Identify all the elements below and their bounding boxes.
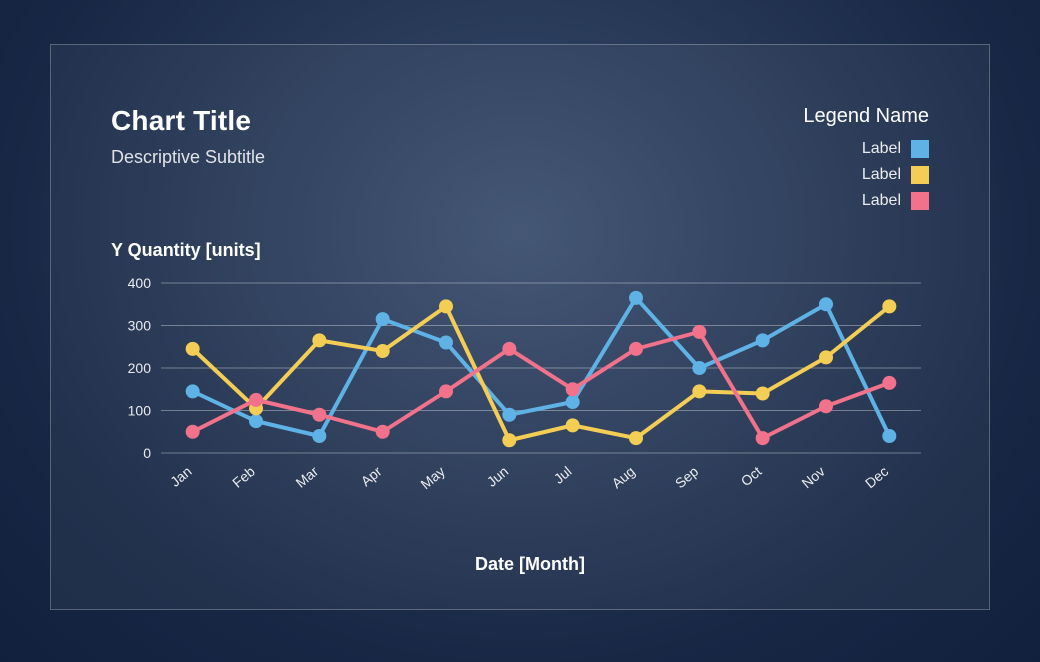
x-tick-label: Jun	[484, 463, 512, 490]
page-background: Chart Title Descriptive Subtitle Legend …	[0, 0, 1040, 662]
series-marker	[249, 414, 263, 428]
series-marker	[566, 382, 580, 396]
x-tick-label: Oct	[738, 463, 765, 489]
x-tick-label: Sep	[672, 463, 702, 491]
y-tick-label: 300	[128, 318, 152, 334]
legend-swatch	[911, 192, 929, 210]
series-marker	[692, 384, 706, 398]
y-tick-label: 100	[128, 403, 152, 419]
series-marker	[566, 418, 580, 432]
series-marker	[186, 342, 200, 356]
x-axis-title: Date [Month]	[111, 554, 949, 575]
series-marker	[882, 376, 896, 390]
series-marker	[629, 291, 643, 305]
series-marker	[376, 344, 390, 358]
x-tick-label: Nov	[799, 463, 828, 491]
series-marker	[312, 429, 326, 443]
series-marker	[819, 297, 833, 311]
chart-header: Chart Title Descriptive Subtitle Legend …	[111, 105, 929, 218]
legend-item: Label	[803, 192, 929, 210]
x-tick-label: Jan	[167, 463, 195, 490]
series-marker	[376, 312, 390, 326]
chart-area: Y Quantity [units] 0 100 200 300 400 Jan Feb Ma…	[111, 240, 949, 579]
series-marker	[819, 399, 833, 413]
x-tick-label: Apr	[358, 463, 385, 489]
x-tick-label: Dec	[862, 463, 891, 491]
legend-swatch	[911, 166, 929, 184]
chart-title: Chart Title	[111, 105, 265, 137]
series-marker	[312, 408, 326, 422]
series-line	[193, 332, 890, 438]
chart-subtitle: Descriptive Subtitle	[111, 147, 265, 168]
series-marker	[502, 342, 516, 356]
series-marker	[756, 333, 770, 347]
series-marker	[629, 342, 643, 356]
y-tick-label: 200	[128, 360, 152, 376]
series-marker	[692, 361, 706, 375]
legend-title: Legend Name	[803, 105, 929, 128]
series-marker	[882, 299, 896, 313]
y-tick-label: 400	[128, 275, 152, 291]
plot: 0 100 200 300 400 Jan Feb Mar Apr May Jun Jul Aug Sep…	[111, 273, 949, 508]
series-marker	[186, 425, 200, 439]
title-block: Chart Title Descriptive Subtitle	[111, 105, 265, 168]
x-tick-label: Mar	[292, 463, 321, 491]
series-marker	[756, 387, 770, 401]
x-tick-label: Jul	[551, 463, 575, 487]
y-axis-title: Y Quantity [units]	[111, 240, 949, 261]
chart-svg: 0 100 200 300 400 Jan Feb Mar Apr May Jun Jul Aug Sep…	[111, 273, 931, 503]
x-tick-label: May	[417, 463, 448, 492]
series-marker	[439, 299, 453, 313]
series-marker	[692, 325, 706, 339]
series-marker	[566, 395, 580, 409]
series-marker	[186, 384, 200, 398]
y-tick-label: 0	[143, 445, 151, 461]
legend-swatch	[911, 140, 929, 158]
legend-label: Label	[862, 166, 901, 184]
x-tick-label: Feb	[229, 463, 258, 491]
series-marker	[502, 408, 516, 422]
x-tick-label: Aug	[609, 463, 638, 491]
series-marker	[376, 425, 390, 439]
series-marker	[756, 431, 770, 445]
series-marker	[882, 429, 896, 443]
legend-item: Label	[803, 140, 929, 158]
series-marker	[629, 431, 643, 445]
legend-item: Label	[803, 166, 929, 184]
chart-card: Chart Title Descriptive Subtitle Legend …	[50, 44, 990, 610]
legend-label: Label	[862, 140, 901, 158]
legend-label: Label	[862, 192, 901, 210]
series-marker	[312, 333, 326, 347]
series-marker	[502, 433, 516, 447]
series-marker	[819, 350, 833, 364]
series-marker	[249, 393, 263, 407]
series-marker	[439, 384, 453, 398]
legend: Legend Name Label Label Label	[803, 105, 929, 218]
series-marker	[439, 336, 453, 350]
